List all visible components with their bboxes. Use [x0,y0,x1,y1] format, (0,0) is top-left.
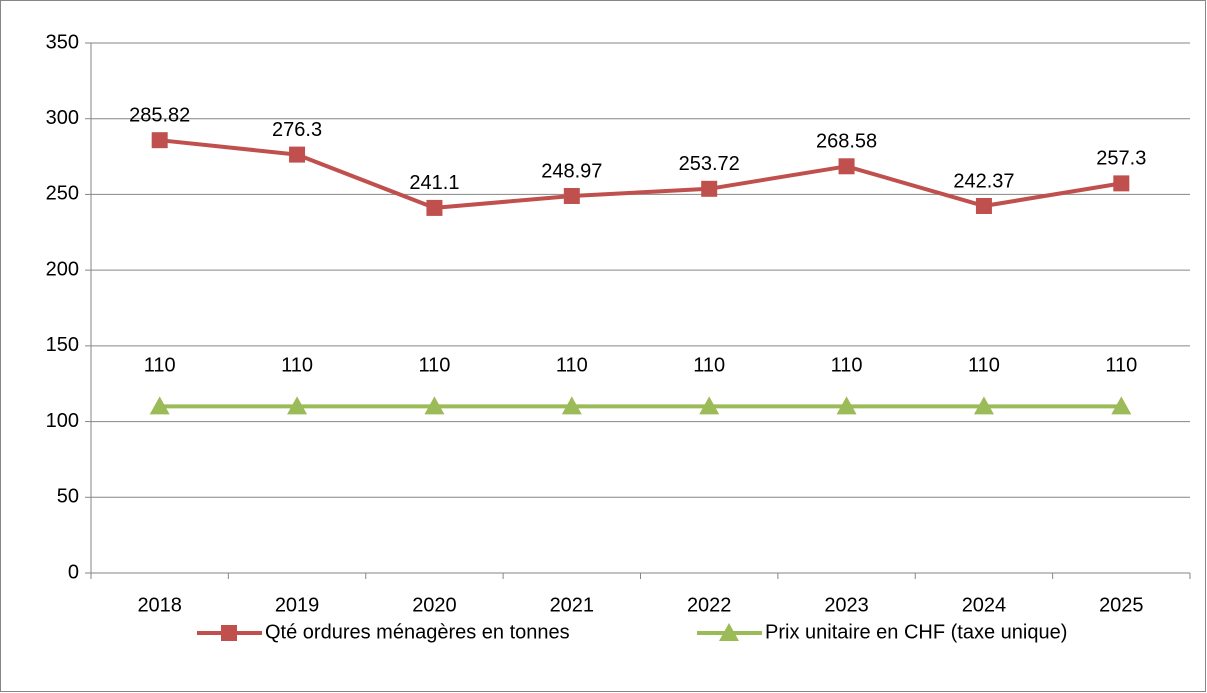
y-tick-label: 350 [46,31,79,53]
point-marker [289,146,306,163]
data-label: 276.3 [272,119,322,141]
x-tick-label: 2020 [412,594,457,616]
point-marker [1113,175,1130,192]
data-label: 110 [693,355,725,377]
point-marker [836,396,857,415]
y-tick-label: 200 [46,258,79,280]
legend-label: Qté ordures ménagères en tonnes [265,621,570,643]
data-label: 110 [1105,355,1137,377]
x-tick-label: 2024 [962,594,1007,616]
legend-marker [719,623,739,641]
x-tick-label: 2021 [550,594,595,616]
data-label: 248.97 [541,160,602,182]
x-tick-label: 2022 [687,594,732,616]
point-marker [151,132,168,149]
y-tick-label: 50 [57,486,79,508]
point-marker [287,396,308,415]
point-marker [1111,396,1132,415]
point-marker [426,199,443,216]
y-tick-label: 150 [46,334,79,356]
x-tick-label: 2019 [275,594,320,616]
x-tick-label: 2025 [1099,594,1144,616]
point-marker [424,396,445,415]
data-label: 253.72 [679,153,740,175]
legend-label: Prix unitaire en CHF (taxe unique) [765,621,1067,643]
point-marker [561,396,582,415]
y-tick-label: 100 [46,410,79,432]
x-tick-label: 2018 [137,594,182,616]
data-label: 242.37 [953,170,1014,192]
y-tick-label: 0 [68,561,79,583]
data-label: 110 [556,355,588,377]
data-label: 285.82 [129,104,190,126]
data-label: 257.3 [1096,148,1146,170]
data-label: 268.58 [816,131,877,153]
point-marker [701,180,718,197]
legend-marker [221,625,237,641]
data-label: 110 [281,355,313,377]
data-label: 110 [144,355,176,377]
x-tick-label: 2023 [824,594,869,616]
data-label: 110 [418,355,450,377]
point-marker [973,396,994,415]
y-tick-label: 300 [46,107,79,129]
series-line [159,138,1122,210]
point-marker [838,158,855,175]
point-marker [975,197,992,214]
point-marker [563,187,580,204]
data-label: 110 [968,355,1000,377]
point-marker [149,396,170,415]
y-tick-label: 250 [46,183,79,205]
data-label: 241.1 [409,172,459,194]
data-label: 110 [831,355,863,377]
point-marker [699,396,720,415]
